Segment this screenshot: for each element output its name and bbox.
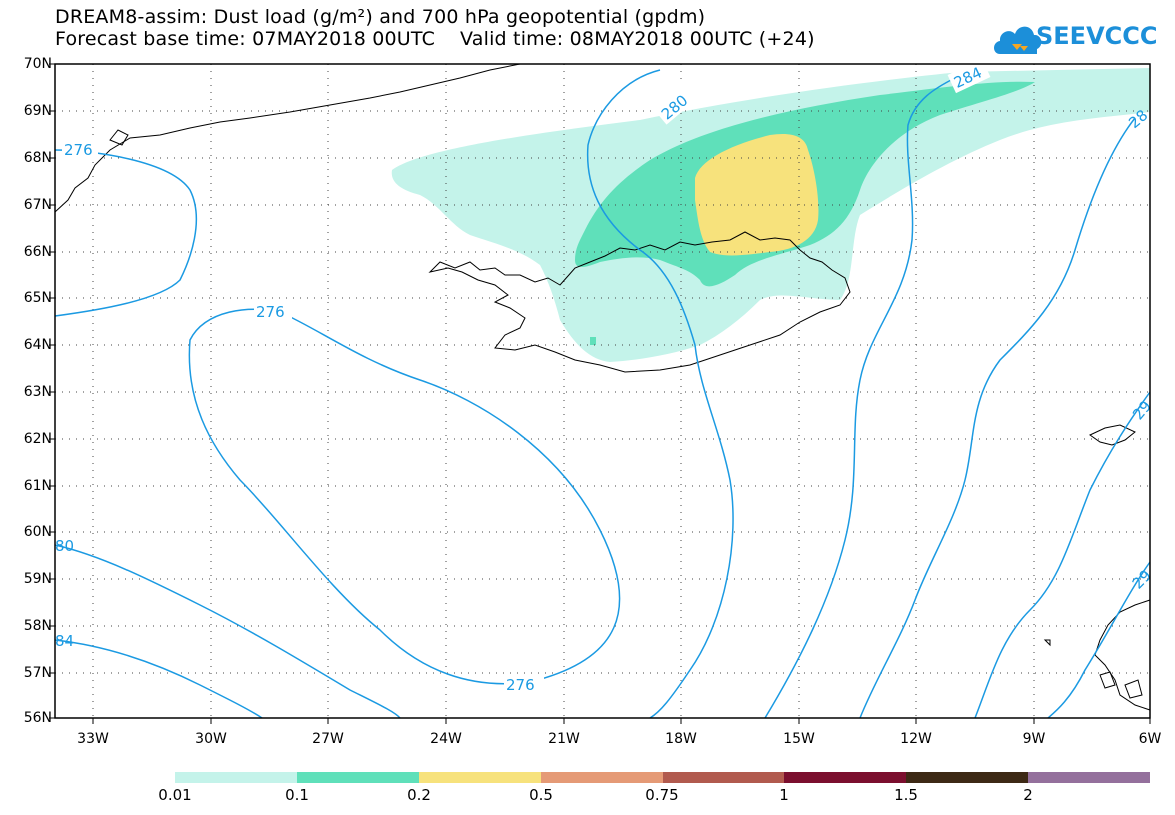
coast-iceland <box>428 231 851 373</box>
colorbar-label: 2 <box>1023 786 1033 804</box>
lon-label: 27W <box>312 731 344 747</box>
lat-label: 61N <box>23 478 52 494</box>
contour-292 <box>974 391 1151 719</box>
dust-colorbar <box>175 772 1150 783</box>
lon-label: 18W <box>665 731 697 747</box>
lat-label: 58N <box>23 618 52 634</box>
lon-label: 12W <box>900 731 932 747</box>
coast-islands-b <box>1124 679 1143 699</box>
lon-label: 9W <box>1022 731 1046 747</box>
colorbar-segment <box>296 772 419 783</box>
colorbar-label: 1 <box>779 786 789 804</box>
map-grid <box>55 64 1150 718</box>
colorbar-label: 0.2 <box>407 786 431 804</box>
contour-label-276-a: 276 <box>64 141 93 159</box>
lon-label: 30W <box>195 731 227 747</box>
contour-276-west <box>54 149 198 317</box>
coast-greenland <box>54 63 521 213</box>
lat-label: 65N <box>23 290 52 306</box>
contour-label-276-b: 276 <box>256 303 285 321</box>
cloud-logo-icon <box>994 26 1042 54</box>
coast-islands-c <box>1043 639 1051 647</box>
contour-280 <box>586 69 734 719</box>
coast-faroe <box>1089 424 1136 446</box>
contour-label-276-c: 276 <box>506 676 535 694</box>
lat-label: 68N <box>23 150 52 166</box>
colorbar-label: 0.5 <box>529 786 553 804</box>
lat-label: 59N <box>23 571 52 587</box>
dust-patch-small <box>590 337 596 345</box>
contour-label-80: 80 <box>55 537 74 555</box>
coast-islands-a <box>1099 671 1116 689</box>
contour-label-boxes <box>62 58 991 693</box>
colorbar-segment <box>784 772 907 783</box>
lat-label: 64N <box>23 337 52 353</box>
lat-label: 62N <box>23 431 52 447</box>
lon-label: 24W <box>430 731 462 747</box>
contour-288 <box>859 117 1136 719</box>
lon-label: 33W <box>77 731 109 747</box>
colorbar-segment <box>662 772 785 783</box>
contour-280-sw <box>54 544 401 719</box>
lon-label: 21W <box>548 731 580 747</box>
lat-label: 56N <box>23 710 52 726</box>
colorbar-segment <box>906 772 1029 783</box>
lat-label: 57N <box>23 665 52 681</box>
contour-296 <box>1047 561 1151 719</box>
lat-label: 69N <box>23 103 52 119</box>
colorbar-segment <box>540 772 663 783</box>
lat-label: 63N <box>23 384 52 400</box>
map-subtitle-times: Forecast base time: 07MAY2018 00UTC Vali… <box>55 28 815 50</box>
contour-284-sw <box>54 639 263 719</box>
logo-text: SEEVCCC <box>1036 22 1158 50</box>
lat-label: 67N <box>23 197 52 213</box>
lon-label: 15W <box>783 731 815 747</box>
map-title: DREAM8-assim: Dust load (g/m²) and 700 h… <box>55 6 706 28</box>
colorbar-segment <box>1028 772 1150 783</box>
lat-label: 70N <box>23 56 52 72</box>
colorbar-segment <box>418 772 541 783</box>
colorbar-label: 0.1 <box>285 786 309 804</box>
lat-label: 60N <box>23 524 52 540</box>
contour-276-center <box>188 308 621 685</box>
lon-label: 6W <box>1138 731 1162 747</box>
coast-greenland-2 <box>109 129 129 146</box>
map-frame <box>54 63 1151 719</box>
colorbar-label: 0.75 <box>645 786 679 804</box>
contour-284 <box>764 77 956 719</box>
contour-label-84: 84 <box>55 632 74 650</box>
lat-label: 66N <box>23 244 52 260</box>
axis-ticks <box>49 63 1151 724</box>
colorbar-label: 0.01 <box>158 786 192 804</box>
dust-area-0.2 <box>695 133 819 256</box>
geopotential-contours <box>54 69 1151 719</box>
coastlines <box>54 63 1151 711</box>
contour-label-29-a: 29 <box>1129 397 1155 423</box>
colorbar-label: 1.5 <box>894 786 918 804</box>
colorbar-segment <box>175 772 297 783</box>
